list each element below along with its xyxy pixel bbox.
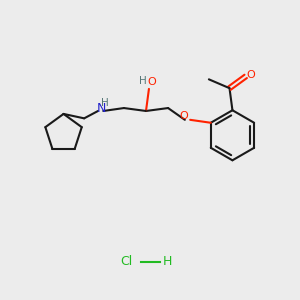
Text: H: H <box>163 255 172 268</box>
Text: O: O <box>147 77 156 87</box>
Text: H: H <box>139 76 146 86</box>
Text: N: N <box>97 101 106 115</box>
Text: O: O <box>247 70 255 80</box>
Text: O: O <box>179 111 188 121</box>
Text: Cl: Cl <box>120 255 133 268</box>
Text: H: H <box>101 98 109 108</box>
